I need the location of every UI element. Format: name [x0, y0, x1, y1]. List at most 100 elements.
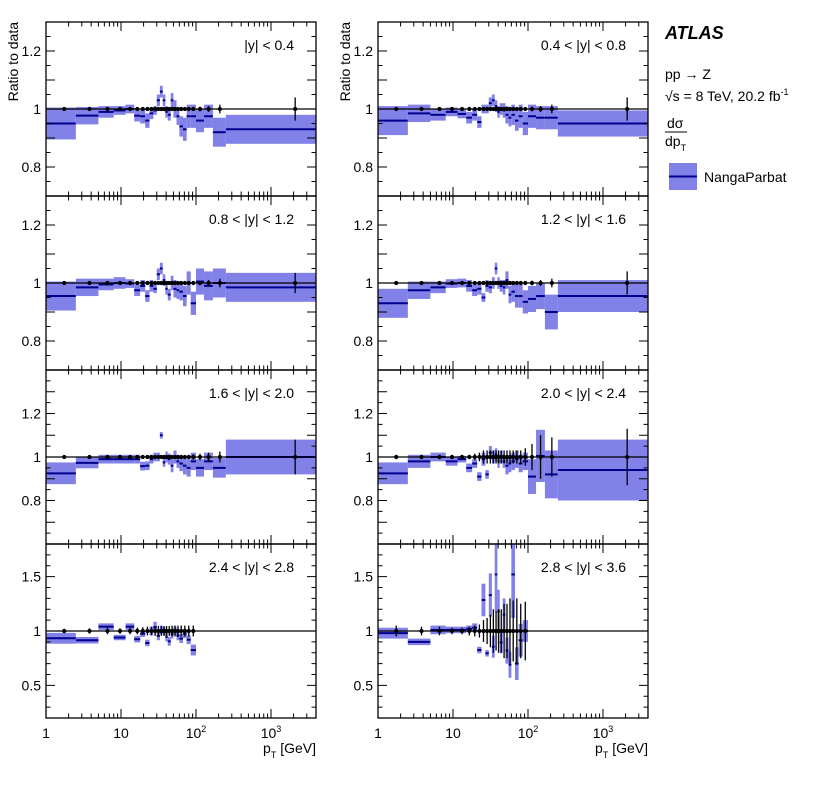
panel-rapidity-label: |y| < 0.4 [244, 37, 294, 53]
data-point [485, 628, 490, 634]
data-point [504, 628, 510, 634]
panel-rapidity-label: 0.8 < |y| < 1.2 [209, 211, 294, 227]
data-point [501, 106, 507, 112]
data-point [449, 628, 455, 634]
data-point [514, 280, 519, 286]
data-point [538, 454, 543, 460]
y-tick-label: 1.2 [354, 406, 374, 422]
y-tick-label: 0.8 [22, 493, 42, 509]
data-point [467, 628, 472, 634]
data-point [135, 628, 140, 634]
data-point [293, 454, 298, 460]
data-point [182, 454, 187, 460]
data-point [217, 454, 222, 460]
data-point [179, 106, 184, 112]
data-point [149, 106, 154, 112]
x-tick-label: 103 [593, 724, 614, 741]
data-point [169, 106, 175, 112]
panel-plot-area [46, 621, 316, 656]
x-tick-base: 10 [113, 725, 129, 741]
x-tick-label: 1 [374, 725, 382, 741]
energy-sup: -1 [781, 87, 789, 97]
data-point [145, 454, 150, 460]
model-band [511, 544, 515, 618]
data-point [175, 280, 181, 286]
x-axis-title-unit: [GeV] [276, 740, 316, 756]
panel-plot-area [46, 85, 316, 147]
data-point [153, 106, 158, 112]
x-tick-label: 102 [186, 724, 207, 741]
data-point [549, 454, 554, 460]
data-point [507, 454, 513, 460]
data-point [293, 106, 298, 112]
y-tick-label: 1 [365, 449, 373, 465]
data-point [481, 454, 486, 460]
y-tick-label: 1 [365, 275, 373, 291]
data-point [62, 454, 67, 460]
data-point [140, 454, 145, 460]
data-point [105, 106, 110, 112]
data-point [394, 628, 399, 634]
data-point [175, 454, 181, 460]
legend: ATLAS pp → Z √s = 8 TeV, 20.2 fb-1 dσ dp… [664, 23, 789, 190]
data-point [437, 628, 442, 634]
data-point [518, 280, 523, 286]
x-tick-base: 1 [374, 725, 382, 741]
data-point [172, 106, 178, 112]
data-point [172, 280, 178, 286]
data-point [169, 628, 175, 634]
data-point [538, 106, 543, 112]
data-point [172, 454, 178, 460]
data-point [217, 280, 222, 286]
y-tick-label: 1 [365, 101, 373, 117]
data-point [501, 628, 507, 634]
data-point [62, 106, 67, 112]
data-point [514, 106, 519, 112]
energy-label: √s = 8 TeV, 20.2 fb-1 [665, 87, 789, 104]
data-point [472, 454, 477, 460]
x-tick-base: 10 [518, 725, 534, 741]
data-point [481, 280, 486, 286]
data-point [449, 106, 455, 112]
data-point [197, 106, 203, 112]
panel-plot-area [378, 262, 648, 330]
process-text: pp → Z [665, 66, 711, 82]
x-tick-exponent: 2 [533, 724, 538, 734]
data-point [127, 628, 133, 634]
data-point [87, 454, 92, 460]
data-point [511, 454, 516, 460]
data-point [507, 628, 513, 634]
data-point [156, 280, 161, 286]
data-point [145, 280, 150, 286]
x-axis-title-sub: T [271, 750, 277, 760]
data-point [437, 454, 442, 460]
data-point [538, 280, 543, 286]
data-point [477, 628, 482, 634]
y-tick-label: 0.8 [354, 333, 374, 349]
y-tick-label: 1 [365, 623, 373, 639]
y-tick-label: 1 [33, 623, 41, 639]
data-point [135, 454, 140, 460]
y-tick-label: 1.2 [22, 217, 42, 233]
data-point [156, 106, 161, 112]
data-point [87, 280, 92, 286]
x-tick-label: 103 [261, 724, 282, 741]
data-point [488, 280, 493, 286]
data-point [394, 280, 399, 286]
data-point [169, 280, 175, 286]
experiment-label: ATLAS [664, 23, 724, 43]
data-point [156, 454, 161, 460]
x-tick-base: 10 [186, 725, 202, 741]
x-tick-base: 1 [42, 725, 50, 741]
data-point [191, 106, 196, 112]
data-point [182, 280, 187, 286]
y-tick-label: 0.8 [22, 333, 42, 349]
data-point [191, 628, 196, 634]
panel-2: 1.2 1 0.8 0.4 < |y| < 0.8 Ratio to data [337, 21, 649, 197]
y-tick-label: 1.2 [22, 406, 42, 422]
data-point [172, 628, 178, 634]
data-point [127, 280, 133, 286]
